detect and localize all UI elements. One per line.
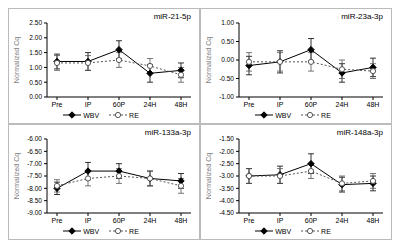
svg-text:-3.50: -3.50 <box>219 185 234 192</box>
html-text:RE: RE <box>321 111 331 119</box>
svg-text:IP: IP <box>277 101 284 108</box>
svg-text:-7.00: -7.00 <box>27 160 42 167</box>
html-text:miR-148a-3p: miR-148a-3p <box>336 128 383 137</box>
svg-text:2.00: 2.00 <box>29 34 42 41</box>
svg-text:60P: 60P <box>305 101 318 108</box>
svg-text:48H: 48H <box>175 101 188 108</box>
svg-text:-4.50: -4.50 <box>219 209 234 216</box>
html-text:RE: RE <box>321 227 331 235</box>
svg-text:IP: IP <box>85 217 92 224</box>
svg-text:-0.50: -0.50 <box>219 75 234 82</box>
svg-text:IP: IP <box>277 217 284 224</box>
svg-text:Normalized Cq: Normalized Cq <box>13 37 21 83</box>
svg-text:48H: 48H <box>367 101 380 108</box>
svg-text:-6.00: -6.00 <box>27 135 42 142</box>
svg-text:0.00: 0.00 <box>29 93 42 100</box>
html-text:miR-21-5p: miR-21-5p <box>153 12 191 21</box>
svg-text:1.00: 1.00 <box>29 64 42 71</box>
svg-text:Pre: Pre <box>244 101 255 108</box>
svg-text:-2.00: -2.00 <box>219 148 234 155</box>
svg-text:2.50: 2.50 <box>29 19 42 26</box>
svg-text:48H: 48H <box>175 217 188 224</box>
html-text:RE: RE <box>129 111 139 119</box>
svg-text:-2.50: -2.50 <box>219 160 234 167</box>
svg-text:-8.00: -8.00 <box>27 185 42 192</box>
svg-text:IP: IP <box>85 101 92 108</box>
svg-text:-9.00: -9.00 <box>27 209 42 216</box>
svg-text:-3.00: -3.00 <box>219 172 234 179</box>
svg-text:Normalized Cq: Normalized Cq <box>13 153 21 199</box>
svg-text:24H: 24H <box>144 101 157 108</box>
svg-text:Pre: Pre <box>52 217 63 224</box>
html-text:miR-23a-3p: miR-23a-3p <box>341 12 383 21</box>
html-text:RE: RE <box>129 227 139 235</box>
svg-text:Pre: Pre <box>244 217 255 224</box>
html-text:miR-133a-3p: miR-133a-3p <box>144 128 191 137</box>
svg-text:Pre: Pre <box>52 101 63 108</box>
svg-text:-4.00: -4.00 <box>219 197 234 204</box>
svg-text:-7.50: -7.50 <box>27 172 42 179</box>
svg-text:-8.50: -8.50 <box>27 197 42 204</box>
svg-text:1.00: 1.00 <box>221 19 234 26</box>
html-text:WBV: WBV <box>275 111 292 119</box>
svg-text:0.00: 0.00 <box>221 56 234 63</box>
svg-text:-1.00: -1.00 <box>219 93 234 100</box>
svg-text:60P: 60P <box>113 101 126 108</box>
svg-text:-1.50: -1.50 <box>219 135 234 142</box>
html-text:WBV: WBV <box>275 227 292 235</box>
html-text:WBV: WBV <box>83 227 100 235</box>
svg-text:24H: 24H <box>336 101 349 108</box>
html-text:WBV: WBV <box>83 111 100 119</box>
svg-text:Normalized Cq: Normalized Cq <box>205 37 213 83</box>
svg-text:0.50: 0.50 <box>221 38 234 45</box>
svg-text:60P: 60P <box>305 217 318 224</box>
svg-text:48H: 48H <box>367 217 380 224</box>
svg-text:0.50: 0.50 <box>29 79 42 86</box>
svg-text:24H: 24H <box>336 217 349 224</box>
svg-text:24H: 24H <box>144 217 157 224</box>
svg-text:1.50: 1.50 <box>29 49 42 56</box>
svg-text:Normalized Cq: Normalized Cq <box>205 153 213 199</box>
svg-text:-6.50: -6.50 <box>27 148 42 155</box>
svg-text:60P: 60P <box>113 217 126 224</box>
